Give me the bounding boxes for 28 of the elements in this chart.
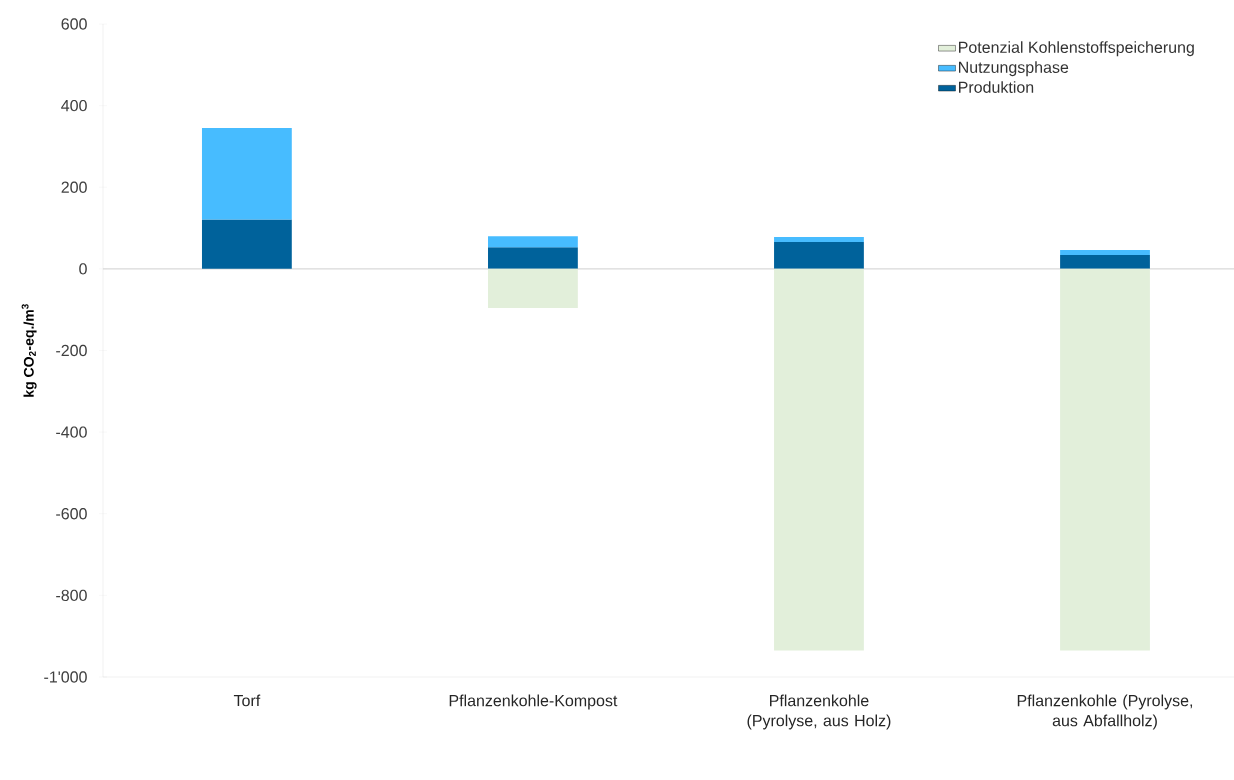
y-tick-label: 200 — [61, 181, 87, 193]
bar — [201, 219, 292, 269]
y-tick-label: 600 — [61, 18, 87, 30]
bar — [488, 268, 578, 309]
bar — [774, 237, 864, 242]
legend-label: Potenzial Kohlenstoffspeicherung — [959, 41, 1194, 57]
bar — [201, 128, 292, 220]
bar — [774, 268, 864, 651]
legend-label: Nutzungsphase — [959, 61, 1069, 77]
y-tick-label: -800 — [56, 589, 87, 602]
x-tick-label: Pflanzenkohle-Kompost — [449, 694, 618, 710]
y-tick-label: -1'000 — [44, 671, 87, 683]
bar — [774, 241, 864, 269]
x-tick-label: Torf — [233, 694, 261, 707]
y-tick-label: -600 — [56, 508, 87, 520]
y-tick-label: -200 — [56, 344, 87, 357]
legend-label: Produktion — [959, 81, 1034, 93]
bar — [1060, 254, 1150, 269]
bar — [1060, 250, 1150, 255]
y-axis-title: kg CO$_{2}$-eq./m$^{3}$ — [21, 304, 37, 397]
bar — [488, 247, 578, 269]
bar — [488, 236, 578, 248]
y-tick-label: 0 — [79, 263, 87, 275]
bar — [1060, 268, 1150, 651]
x-tick-label: Pflanzenkohle (Pyrolyse, aus Holz) — [747, 694, 891, 730]
x-tick-label: Pflanzenkohle (Pyrolyse, aus Abfallholz) — [1017, 694, 1193, 730]
y-tick-label: -400 — [56, 426, 87, 438]
y-tick-label: 400 — [61, 99, 87, 112]
